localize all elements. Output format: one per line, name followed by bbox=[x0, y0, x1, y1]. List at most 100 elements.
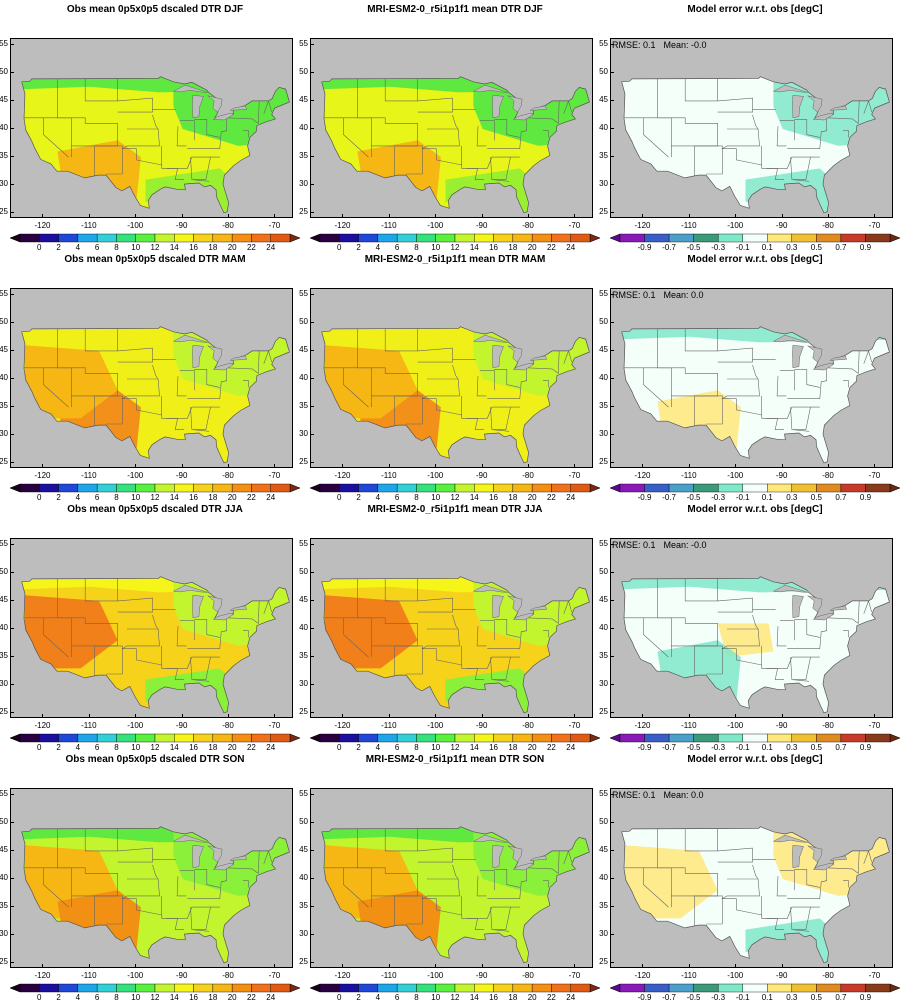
lat-tick-label: 25 bbox=[599, 707, 608, 717]
colorbar-swatch bbox=[791, 233, 817, 243]
lon-tick-label: -110 bbox=[381, 221, 397, 230]
lat-tick-label: 50 bbox=[0, 66, 8, 76]
lat-tick-label: 35 bbox=[299, 901, 308, 911]
colorbar-swatch bbox=[474, 233, 494, 243]
colorbar-swatch bbox=[396, 983, 417, 993]
colorbar-label: 16 bbox=[189, 493, 199, 502]
colorbar-swatch bbox=[339, 733, 359, 743]
lat-tick bbox=[310, 906, 314, 908]
colorbar-over-arrow bbox=[889, 233, 900, 243]
lat-tick bbox=[610, 543, 614, 545]
lon-tick-label: -80 bbox=[222, 971, 234, 980]
colorbar-swatch bbox=[865, 983, 891, 993]
colorbar-swatch bbox=[416, 483, 436, 493]
colorbar-swatch bbox=[251, 483, 271, 493]
colorbar-swatch bbox=[619, 233, 645, 243]
lon-tick bbox=[388, 464, 390, 468]
colorbar-swatch bbox=[668, 483, 694, 493]
colorbar-swatch bbox=[39, 983, 59, 993]
colorbar-swatch bbox=[816, 233, 842, 243]
colorbar-swatch bbox=[512, 483, 533, 493]
lon-tick-label: -80 bbox=[222, 721, 234, 730]
lon-tick-label: -70 bbox=[268, 721, 281, 730]
colorbar-swatch bbox=[474, 733, 494, 743]
state-borders bbox=[624, 828, 872, 932]
lon-tick-label: -80 bbox=[222, 221, 234, 230]
colorbar-label: 0.1 bbox=[761, 743, 773, 752]
colorbar-label: 2 bbox=[56, 993, 61, 1002]
colorbar-label: 10 bbox=[131, 993, 141, 1002]
colorbar-label: 0 bbox=[37, 743, 42, 752]
colorbar-label: 0 bbox=[337, 243, 342, 252]
lon-tick bbox=[435, 214, 437, 218]
colorbar-label: 6 bbox=[94, 743, 100, 752]
colorbar-under-arrow bbox=[9, 233, 21, 243]
colorbar-swatch bbox=[668, 233, 694, 243]
lon-tick-label: -90 bbox=[475, 971, 488, 980]
colorbar-dtr: 0 2 4 6 8 10 12 14 16 18 20 22 24 bbox=[309, 233, 601, 254]
lon-tick-label: -120 bbox=[634, 721, 651, 730]
colorbar-label: 4 bbox=[375, 743, 381, 752]
colorbar-label: 8 bbox=[114, 493, 119, 502]
colorbar-label: 22 bbox=[246, 493, 256, 502]
lon-tick bbox=[388, 964, 390, 968]
lon-tick bbox=[481, 464, 483, 468]
map-plot-area bbox=[310, 538, 593, 718]
lat-tick-label: 55 bbox=[299, 788, 308, 798]
lon-tick-label: -80 bbox=[222, 471, 234, 480]
colorbar-label: -0.7 bbox=[662, 743, 676, 752]
panel-error-djf: Model error w.r.t. obs [degC] RMSE: 0.1 Me… bbox=[599, 0, 900, 252]
colorbar-swatch bbox=[174, 733, 194, 743]
state-borders bbox=[24, 578, 272, 682]
lon-tick-label: -70 bbox=[568, 471, 581, 480]
great-lake bbox=[792, 95, 804, 119]
lon-tick-label: -90 bbox=[175, 721, 188, 730]
colorbar-swatch bbox=[791, 733, 817, 743]
panel-obs-mam: Obs mean 0p5x0p5 dscaled DTR MAM 55 50 45 40… bbox=[0, 250, 301, 502]
great-lake bbox=[512, 113, 535, 121]
colorbar-over-arrow bbox=[589, 483, 601, 493]
lon-tick bbox=[135, 464, 137, 468]
state-borders bbox=[324, 328, 572, 432]
lat-tick-label: 50 bbox=[599, 66, 608, 76]
lon-tick-label: -120 bbox=[634, 971, 651, 980]
colorbar-swatch bbox=[270, 983, 291, 993]
colorbar-swatch bbox=[531, 483, 552, 493]
colorbar-label: 18 bbox=[208, 993, 218, 1002]
colorbar-swatch bbox=[154, 983, 175, 993]
lat-tick bbox=[10, 571, 14, 573]
lat-tick-label: 40 bbox=[599, 373, 608, 382]
lon-tick-label: -110 bbox=[381, 471, 397, 480]
lat-tick bbox=[10, 934, 14, 936]
colorbar-label: -0.1 bbox=[735, 743, 750, 752]
lon-tick bbox=[228, 714, 230, 718]
error-stats: RMSE: 0.1 Mean: 0.0 bbox=[612, 790, 712, 800]
lat-tick-label: 55 bbox=[599, 38, 608, 48]
lon-tick bbox=[781, 464, 783, 468]
colorbar-swatch bbox=[251, 983, 271, 993]
great-lake bbox=[812, 863, 835, 871]
colorbar-label: 0.5 bbox=[810, 493, 822, 502]
lat-tick-label: 25 bbox=[0, 707, 8, 717]
colorbar-label: 0.1 bbox=[761, 493, 773, 502]
colorbar-swatch bbox=[358, 733, 379, 743]
great-lake bbox=[512, 613, 535, 621]
lon-tick bbox=[181, 214, 183, 218]
lat-tick-label: 40 bbox=[299, 123, 308, 132]
mean-label: Mean: -0.0 bbox=[663, 40, 707, 50]
colorbar-label: -0.9 bbox=[637, 243, 652, 252]
lon-tick-label: -100 bbox=[727, 471, 744, 480]
colorbar-swatch bbox=[270, 233, 291, 243]
lon-tick bbox=[342, 464, 344, 468]
colorbar-label: 6 bbox=[94, 493, 100, 502]
colorbar-label: 22 bbox=[546, 493, 556, 502]
lat-tick-label: 35 bbox=[0, 151, 8, 161]
map-plot-area bbox=[10, 38, 293, 218]
lat-tick-label: 40 bbox=[0, 623, 8, 632]
lon-tick bbox=[481, 714, 483, 718]
state-borders bbox=[324, 578, 572, 682]
lat-tick bbox=[10, 628, 14, 629]
lat-tick bbox=[310, 378, 314, 379]
lat-tick-label: 45 bbox=[0, 94, 8, 104]
colorbar-label: 20 bbox=[227, 993, 237, 1002]
